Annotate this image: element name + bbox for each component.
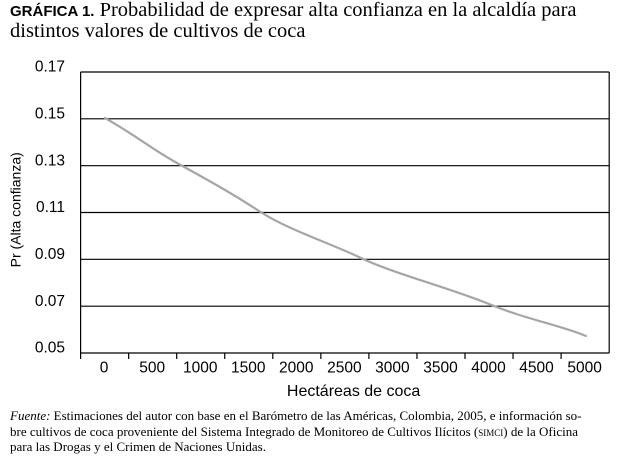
svg-text:1000: 1000 xyxy=(183,360,218,377)
svg-text:0.15: 0.15 xyxy=(35,105,65,122)
svg-text:0.11: 0.11 xyxy=(36,199,65,216)
svg-text:0.17: 0.17 xyxy=(35,59,65,76)
svg-text:3000: 3000 xyxy=(375,360,410,377)
svg-text:3500: 3500 xyxy=(423,360,458,377)
svg-text:2000: 2000 xyxy=(279,360,314,377)
svg-text:0.09: 0.09 xyxy=(35,246,65,263)
svg-text:1500: 1500 xyxy=(231,360,266,377)
svg-text:0.05: 0.05 xyxy=(35,340,65,357)
svg-text:0.07: 0.07 xyxy=(35,293,65,310)
svg-text:0.13: 0.13 xyxy=(35,152,65,169)
svg-text:Hectáreas de coca: Hectáreas de coca xyxy=(287,383,421,400)
svg-text:0: 0 xyxy=(100,360,109,377)
svg-text:2500: 2500 xyxy=(327,360,362,377)
svg-text:Pr (Alta confianza): Pr (Alta confianza) xyxy=(8,152,24,267)
svg-text:4500: 4500 xyxy=(519,360,554,377)
svg-text:5000: 5000 xyxy=(567,360,602,377)
svg-text:500: 500 xyxy=(139,360,165,377)
svg-text:4000: 4000 xyxy=(471,360,506,377)
